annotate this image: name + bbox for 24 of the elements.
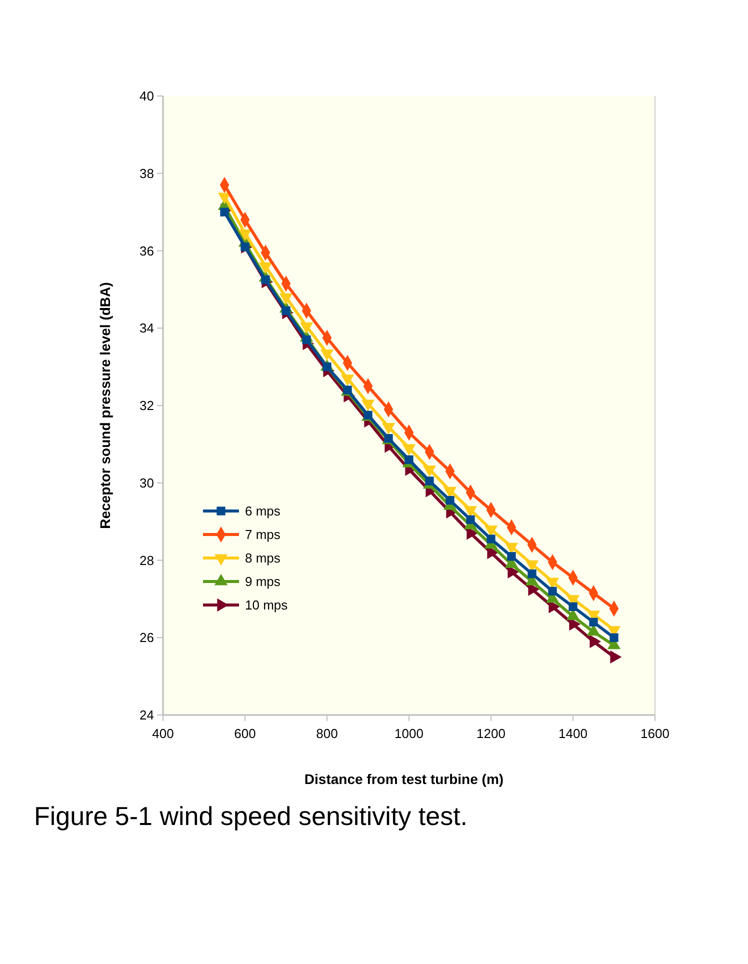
y-tick-label: 28: [140, 552, 154, 568]
y-tick-label: 30: [140, 475, 154, 490]
y-tick-label: 40: [140, 88, 154, 104]
x-tick-label: 600: [234, 726, 256, 741]
y-tick-label: 32: [140, 398, 154, 414]
legend-label: 9 mps: [245, 574, 281, 590]
x-axis-title: Distance from test turbine (m): [304, 771, 504, 787]
legend-label: 10 mps: [245, 598, 288, 613]
legend-label: 6 mps: [245, 504, 281, 519]
caption: Figure 5-1 wind speed sensitivity test.: [34, 801, 468, 831]
legend-label: 7 mps: [245, 527, 281, 542]
x-tick-label: 800: [316, 726, 338, 741]
y-tick-label: 34: [140, 320, 154, 336]
y-tick-label: 38: [140, 166, 154, 181]
y-tick-label: 24: [140, 708, 154, 723]
x-tick-label: 1200: [476, 726, 506, 741]
x-tick-label: 1400: [558, 726, 588, 741]
x-tick-label: 1600: [640, 726, 670, 741]
y-axis-title: Receptor sound pressure level (dBA): [97, 282, 113, 529]
y-tick-label: 26: [140, 630, 154, 646]
legend-label: 8 mps: [245, 550, 281, 566]
x-tick-label: 400: [152, 726, 174, 741]
x-tick-label: 1000: [394, 726, 424, 741]
y-tick-label: 36: [140, 243, 154, 258]
